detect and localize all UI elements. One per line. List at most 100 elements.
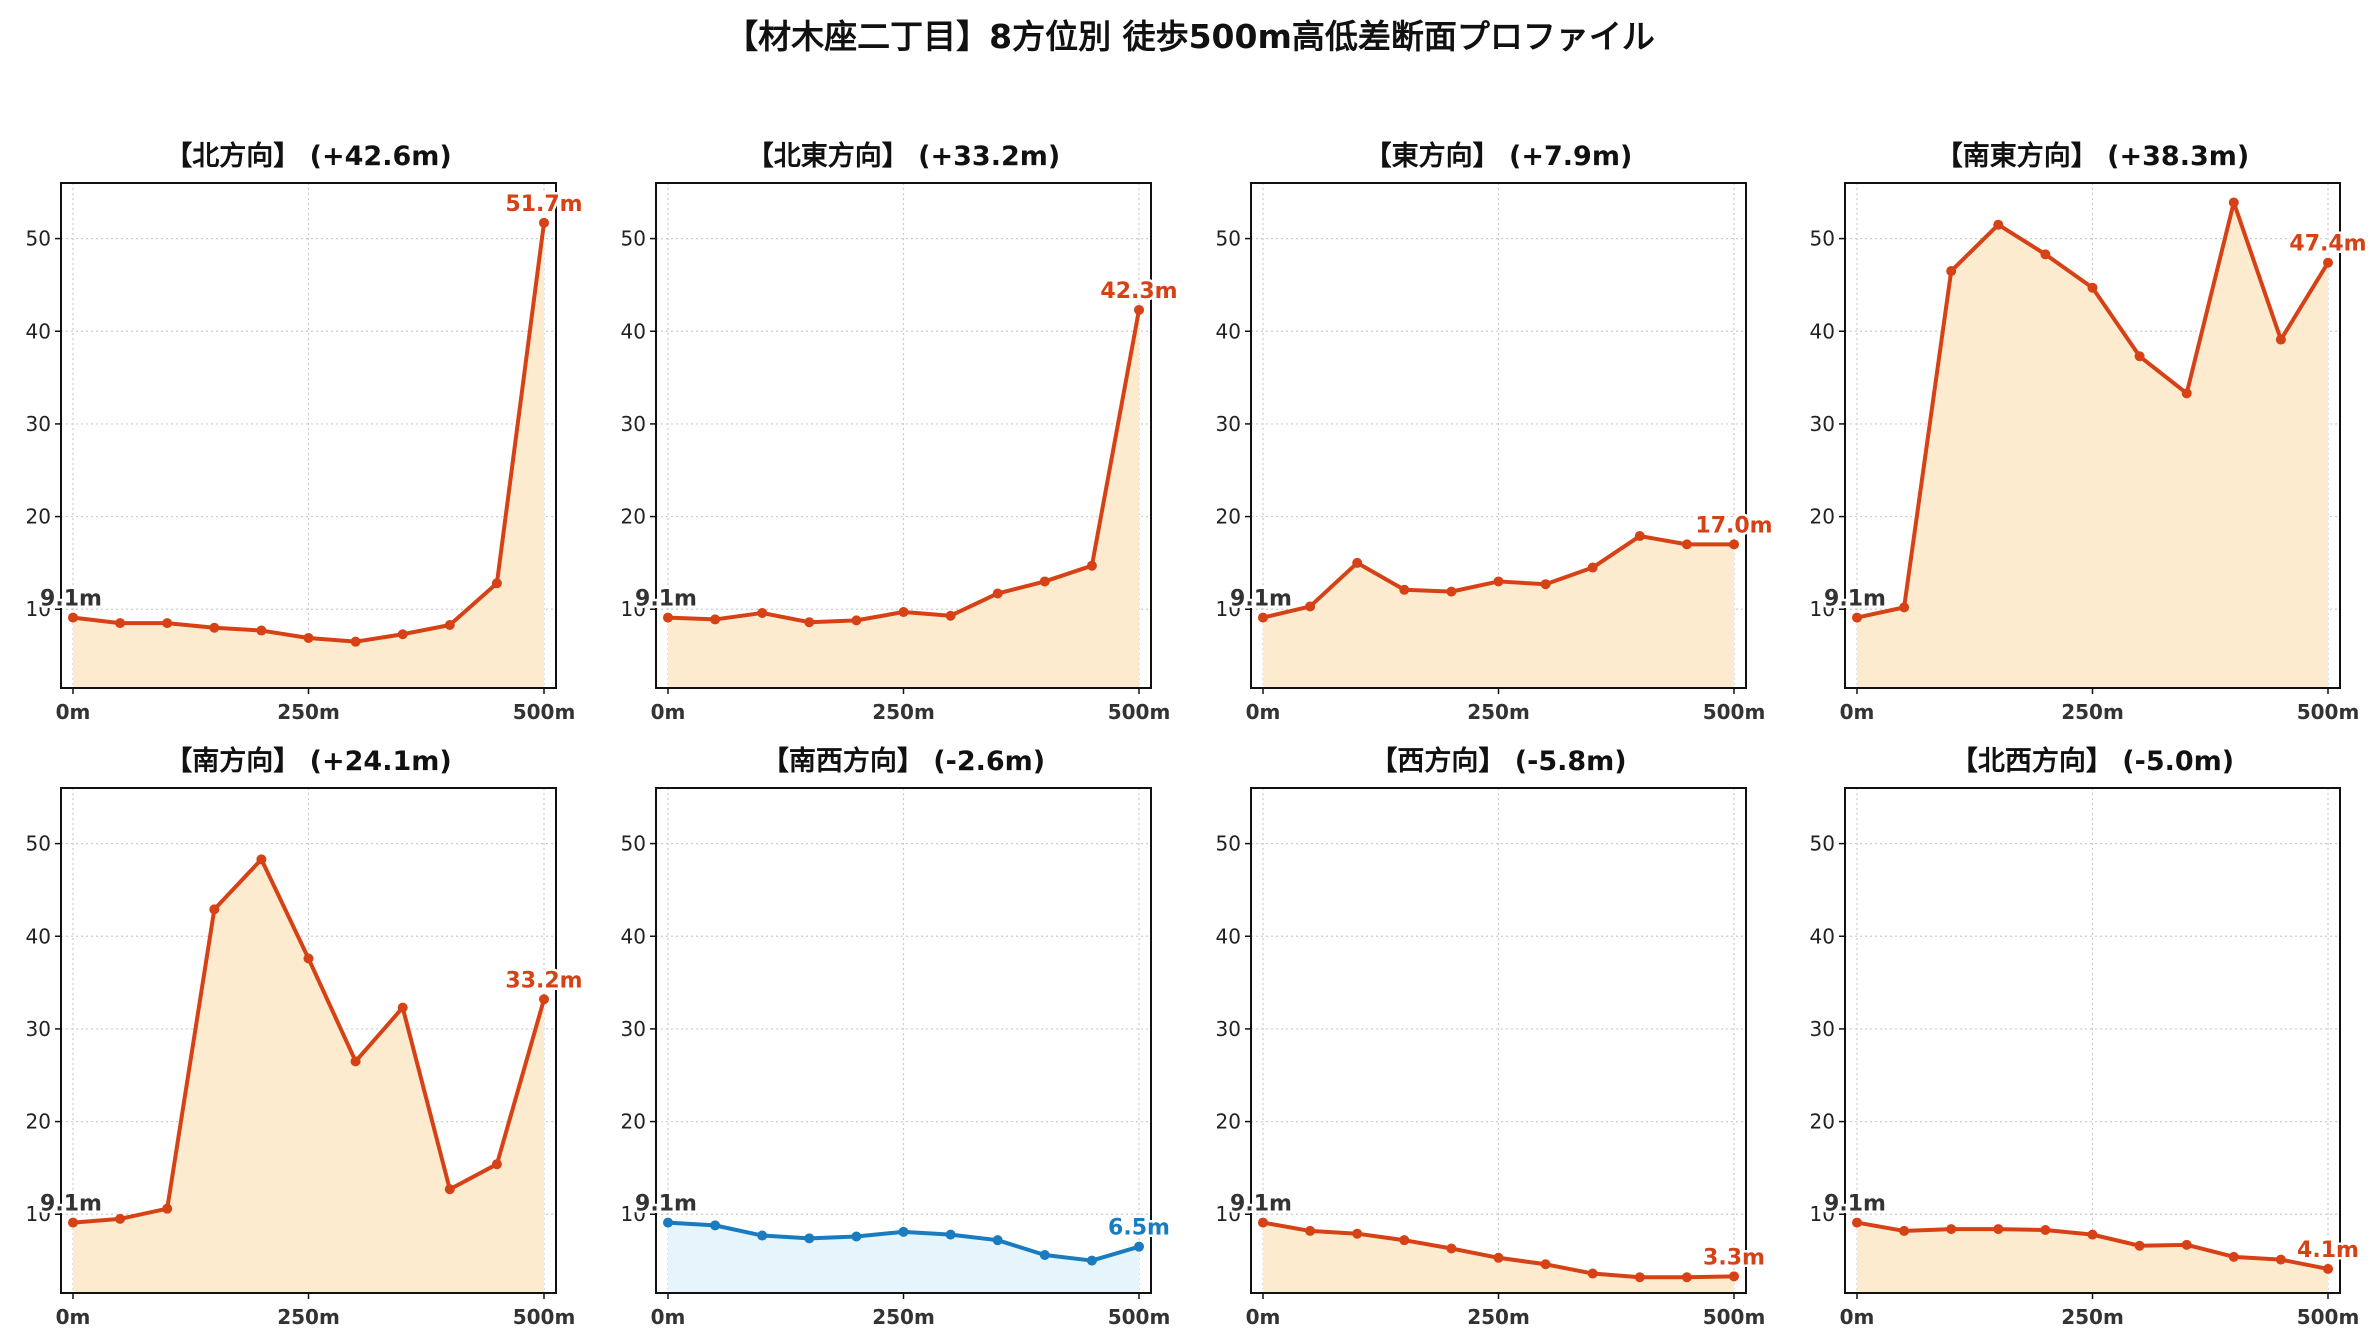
data-point	[1587, 1268, 1598, 1279]
data-point	[1946, 266, 1957, 277]
data-point	[2228, 1251, 2239, 1262]
end-elevation-label: 51.7m	[505, 192, 582, 217]
start-elevation-label: 9.1m	[1230, 1192, 1292, 1217]
data-point	[1258, 612, 1268, 623]
subplot-title: 【北方向】 (+42.6m)	[165, 140, 451, 172]
y-tick-label: 40	[621, 924, 646, 948]
x-tick-label: 250m	[1467, 700, 1530, 724]
x-tick-label: 500m	[1703, 700, 1766, 724]
start-elevation-label: 9.1m	[40, 1192, 102, 1217]
start-elevation-label: 9.1m	[1824, 587, 1886, 612]
data-point	[2134, 351, 2145, 362]
start-elevation-label: 9.1m	[1230, 587, 1292, 612]
y-tick-label: 40	[1216, 319, 1241, 343]
data-point	[491, 1159, 502, 1170]
data-point	[1446, 1243, 1457, 1254]
data-point	[303, 953, 314, 964]
data-point	[1899, 1225, 1910, 1236]
start-elevation-label: 9.1m	[1824, 1192, 1886, 1217]
y-tick-label: 20	[621, 505, 646, 529]
data-point	[1039, 576, 1050, 587]
y-tick-label: 30	[621, 1017, 646, 1041]
data-point	[2323, 1263, 2333, 1274]
data-point	[804, 617, 815, 628]
data-point	[1493, 1252, 1504, 1263]
x-tick-label: 250m	[277, 700, 340, 724]
elevation-area	[73, 859, 544, 1293]
data-point	[757, 607, 768, 618]
y-tick-label: 20	[26, 1110, 51, 1134]
data-point	[2087, 1229, 2098, 1240]
data-point	[256, 625, 267, 636]
data-point	[1852, 1217, 1862, 1228]
data-point	[2323, 257, 2333, 268]
y-tick-label: 50	[1216, 227, 1241, 251]
data-point	[1587, 562, 1598, 573]
elevation-line	[667, 309, 1141, 625]
elevation-area	[1263, 536, 1734, 688]
data-point	[1305, 1225, 1316, 1236]
data-point	[710, 614, 721, 625]
data-point	[2040, 1224, 2051, 1235]
y-tick-label: 10	[621, 1202, 646, 1226]
data-point	[945, 610, 956, 621]
x-tick-label: 250m	[277, 1305, 340, 1329]
data-point	[851, 1231, 862, 1242]
x-tick-label: 500m	[513, 1305, 576, 1329]
elevation-area	[73, 222, 544, 688]
data-point	[350, 1056, 361, 1067]
y-tick-label: 30	[1216, 1017, 1241, 1041]
data-point	[539, 217, 549, 228]
data-point	[1993, 1224, 2004, 1235]
data-point	[1729, 1271, 1739, 1282]
data-point	[992, 588, 1003, 599]
end-elevation-label: 17.0m	[1695, 513, 1772, 538]
y-tick-label: 20	[1216, 505, 1241, 529]
subplot-title: 【北西方向】 (-5.0m)	[1951, 745, 2234, 777]
data-point	[1681, 539, 1692, 550]
data-point	[2181, 1239, 2192, 1250]
y-tick-label: 40	[26, 319, 51, 343]
elevation-area	[668, 1222, 1139, 1293]
data-point	[209, 622, 220, 633]
data-point	[1540, 579, 1551, 590]
start-elevation-label: 9.1m	[635, 1192, 697, 1217]
x-tick-label: 250m	[872, 1305, 935, 1329]
data-point	[2134, 1240, 2145, 1251]
data-point	[1352, 557, 1363, 568]
data-point	[350, 636, 361, 647]
data-point	[2181, 388, 2192, 399]
subplot-title: 【西方向】 (-5.8m)	[1370, 745, 1626, 777]
y-tick-label: 30	[26, 412, 51, 436]
y-tick-label: 40	[26, 924, 51, 948]
data-point	[303, 632, 314, 643]
y-tick-label: 30	[1810, 412, 1835, 436]
y-tick-label: 10	[1810, 1202, 1835, 1226]
data-point	[851, 615, 862, 626]
x-tick-label: 250m	[1467, 1305, 1530, 1329]
subplot-title: 【北東方向】 (+33.2m)	[747, 140, 1060, 172]
start-elevation-label: 9.1m	[40, 587, 102, 612]
data-point	[539, 994, 549, 1005]
start-elevation-label: 9.1m	[635, 587, 697, 612]
y-tick-label: 30	[1216, 412, 1241, 436]
end-elevation-label: 42.3m	[1100, 279, 1177, 304]
x-tick-label: 0m	[1840, 700, 1875, 724]
data-point	[663, 1217, 673, 1228]
elevation-area	[668, 309, 1139, 688]
y-tick-label: 20	[1810, 505, 1835, 529]
end-elevation-label: 33.2m	[505, 968, 582, 993]
x-tick-label: 0m	[1840, 1305, 1875, 1329]
end-elevation-label: 4.1m	[2297, 1238, 2359, 1263]
data-point	[1258, 1217, 1268, 1228]
x-tick-label: 250m	[872, 700, 935, 724]
data-point	[256, 854, 267, 865]
